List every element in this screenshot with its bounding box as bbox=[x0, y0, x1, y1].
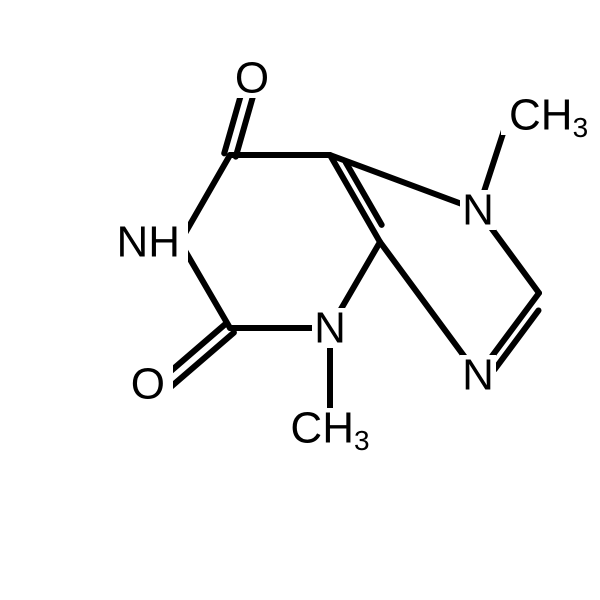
atom-label: CH3 bbox=[509, 91, 588, 143]
atom-label: N bbox=[462, 351, 494, 400]
atom-label: N bbox=[462, 186, 494, 235]
atom-label: CH3 bbox=[290, 404, 369, 456]
atom-label: NH bbox=[116, 218, 180, 267]
molecule-diagram: NH N N N O O CH3 CH3 bbox=[0, 0, 600, 600]
atom-label: O bbox=[235, 54, 269, 103]
atom-label: O bbox=[131, 360, 165, 409]
atom-label: N bbox=[314, 304, 346, 353]
